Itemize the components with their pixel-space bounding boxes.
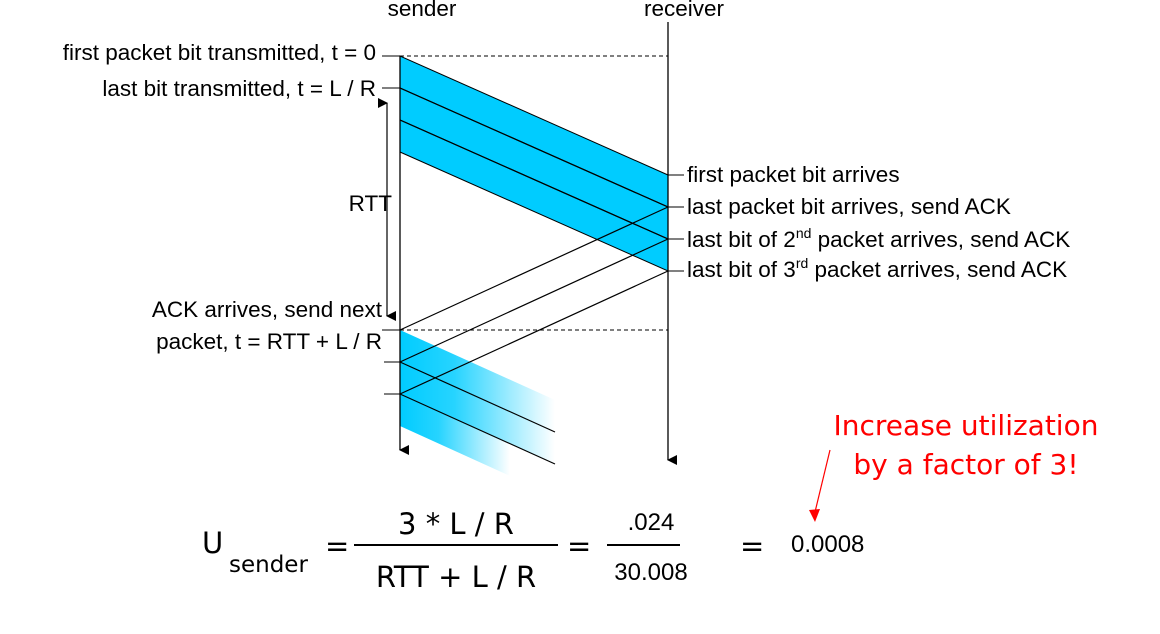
utilization-formula: U sender = 3 * L / R RTT + L / R = .024 … — [202, 507, 864, 594]
callout-line1: Increase utilization — [834, 409, 1099, 442]
next-packet-3-band — [400, 394, 510, 476]
formula-denominator-1: RTT + L / R — [376, 560, 536, 594]
formula-eq-3: = — [740, 529, 764, 563]
last-arrives-label: last packet bit arrives, send ACK — [687, 194, 1011, 219]
next-packet-bands — [399, 330, 556, 476]
callout-arrow — [814, 449, 831, 513]
formula-result: 0.0008 — [791, 531, 864, 558]
next-packet-2-band — [400, 362, 555, 464]
callout-line2: by a factor of 3! — [853, 448, 1078, 481]
first-bit-label: first packet bit transmitted, t = 0 — [63, 40, 376, 65]
second-arrives-label: last bit of 2nd packet arrives, send ACK — [687, 225, 1070, 252]
first-arrives-label: first packet bit arrives — [687, 162, 900, 187]
last-bit-label: last bit transmitted, t = L / R — [102, 76, 376, 101]
ack-3-line — [399, 270, 669, 395]
ack-1-line — [399, 206, 669, 331]
next-packet-1-band — [400, 330, 555, 432]
receiver-header: receiver — [644, 0, 725, 21]
third-arrives-label: last bit of 3rd packet arrives, send ACK — [687, 255, 1067, 282]
ack-lines — [399, 206, 669, 395]
formula-denominator-2: 30.008 — [614, 559, 687, 586]
formula-numerator-1: 3 * L / R — [398, 507, 514, 541]
formula-u: U — [202, 526, 223, 560]
sender-header: sender — [388, 0, 457, 21]
formula-subscript: sender — [229, 552, 308, 578]
ack-arrives-label-line2: packet, t = RTT + L / R — [156, 329, 382, 354]
packet-bands — [399, 55, 669, 272]
rtt-label: RTT — [349, 191, 393, 216]
formula-eq-1: = — [325, 529, 349, 563]
formula-numerator-2: .024 — [628, 509, 675, 536]
ack-arrives-label-line1: ACK arrives, send next — [152, 297, 383, 322]
formula-eq-2: = — [567, 529, 591, 563]
ack-2-line — [399, 238, 669, 363]
